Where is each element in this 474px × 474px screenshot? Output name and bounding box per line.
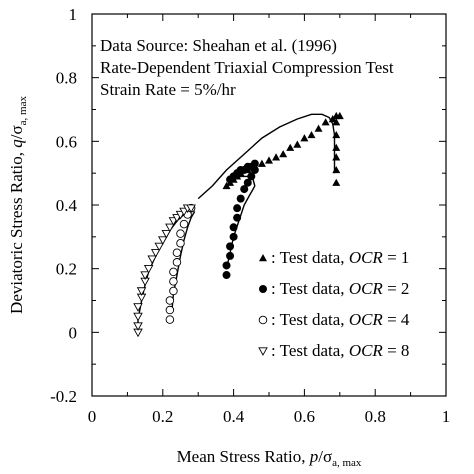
data-point-ocr-2: [233, 213, 242, 222]
data-point-ocr-2: [226, 175, 235, 184]
data-point-ocr-1: [332, 118, 341, 126]
y-axis-title: Deviatoric Stress Ratio, q/σa, max: [7, 96, 29, 314]
legend-label: : Test data, OCR = 4: [271, 310, 410, 329]
tick-group: 0 0.2 0.4 0.6 0.8 1 -0.2 0 0.2 0.4 0.6 0.8 1: [50, 5, 450, 426]
data-point-ocr-4: [150, 249, 161, 258]
legend: : Test data, OCR = 1 : Test data, OCR = 2…: [258, 248, 410, 360]
data-point-ocr-3: [169, 277, 178, 286]
data-point-ocr-4: [165, 223, 175, 233]
data-point-ocr-1: [257, 159, 266, 167]
annotation-line: Rate-Dependent Triaxial Compression Test: [100, 58, 394, 77]
annotation-line: Data Source: Sheahan et al. (1996): [100, 36, 337, 55]
data-point-ocr-1: [300, 134, 309, 142]
legend-label: : Test data, OCR = 1: [271, 248, 409, 267]
y-tick-label: 0.8: [56, 69, 77, 88]
data-point-ocr-4: [147, 255, 157, 265]
legend-marker: [259, 254, 267, 262]
x-tick-label: 0.6: [294, 407, 315, 426]
data-point-ocr-1: [332, 165, 341, 174]
data-point-ocr-2: [229, 223, 238, 232]
data-point-ocr-3: [172, 248, 182, 257]
data-point-ocr-2: [240, 185, 249, 194]
data-point-ocr-2: [243, 178, 252, 187]
legend-label: : Test data, OCR = 8: [271, 341, 409, 360]
y-tick-label: 1: [69, 5, 78, 24]
data-point-ocr-2: [222, 261, 231, 270]
data-point-ocr-1: [272, 153, 281, 161]
data-point-ocr-2: [236, 194, 245, 203]
data-point-ocr-1: [314, 124, 323, 132]
data-point-ocr-3: [176, 229, 185, 238]
y-tick-label: 0: [69, 323, 78, 342]
annotation-block: Data Source: Sheahan et al. (1996) Rate-D…: [100, 36, 394, 99]
data-point-ocr-1: [332, 178, 341, 186]
data-point-ocr-1: [307, 130, 316, 139]
data-point-ocr-1: [335, 111, 344, 120]
data-point-ocr-3: [179, 219, 189, 229]
data-point-ocr-2: [233, 204, 242, 213]
x-tick-label: 1: [442, 407, 451, 426]
data-point-ocr-1: [293, 140, 302, 148]
data-point-ocr-4: [140, 271, 150, 280]
data-point-ocr-2: [226, 242, 235, 251]
y-tick-label: -0.2: [50, 387, 77, 406]
data-point-ocr-1: [332, 130, 341, 139]
fit-curve: [197, 113, 336, 200]
data-point-ocr-4: [133, 303, 143, 312]
data-point-ocr-4: [154, 242, 165, 252]
data-point-ocr-3: [165, 296, 175, 305]
data-point-ocr-3: [169, 267, 178, 277]
x-tick-label: 0.2: [152, 407, 173, 426]
data-point-ocr-2: [226, 251, 235, 260]
x-tick-label: 0: [88, 407, 97, 426]
data-point-ocr-4: [133, 312, 143, 322]
data-markers: [133, 111, 344, 338]
data-point-ocr-1: [265, 156, 273, 164]
data-point-ocr-3: [172, 258, 182, 267]
data-point-ocr-1: [279, 150, 288, 158]
data-point-ocr-1: [332, 153, 341, 161]
data-point-ocr-4: [133, 322, 143, 331]
annotation-line: Strain Rate = 5%/hr: [100, 80, 236, 99]
y-tick-label: 0.6: [56, 132, 77, 151]
legend-marker: [259, 285, 267, 293]
data-point-ocr-2: [222, 271, 231, 280]
data-point-ocr-1: [332, 143, 341, 151]
y-tick-label: 0.4: [56, 196, 78, 215]
x-tick-label: 0.8: [365, 407, 386, 426]
data-point-ocr-3: [165, 305, 175, 315]
data-point-ocr-1: [286, 143, 295, 151]
legend-marker: [258, 315, 268, 325]
data-point-ocr-4: [186, 204, 196, 214]
data-point-ocr-2: [247, 172, 256, 181]
data-point-ocr-4: [136, 287, 147, 296]
data-point-ocr-4: [143, 265, 154, 274]
data-point-ocr-4: [161, 229, 172, 239]
data-point-ocr-1: [321, 118, 330, 126]
legend-label: : Test data, OCR = 2: [271, 279, 409, 298]
y-tick-label: 0.2: [56, 260, 77, 279]
legend-marker: [258, 347, 268, 356]
axis-titles: Mean Stress Ratio, p/σa, max Deviatoric S…: [7, 96, 362, 469]
data-point-ocr-3: [169, 286, 178, 296]
data-point-ocr-2: [229, 232, 238, 241]
data-point-ocr-3: [165, 315, 175, 324]
data-point-ocr-4: [158, 236, 168, 245]
data-point-ocr-3: [176, 238, 185, 248]
x-tick-label: 0.4: [223, 407, 245, 426]
x-axis-title: Mean Stress Ratio, p/σa, max: [177, 447, 362, 469]
